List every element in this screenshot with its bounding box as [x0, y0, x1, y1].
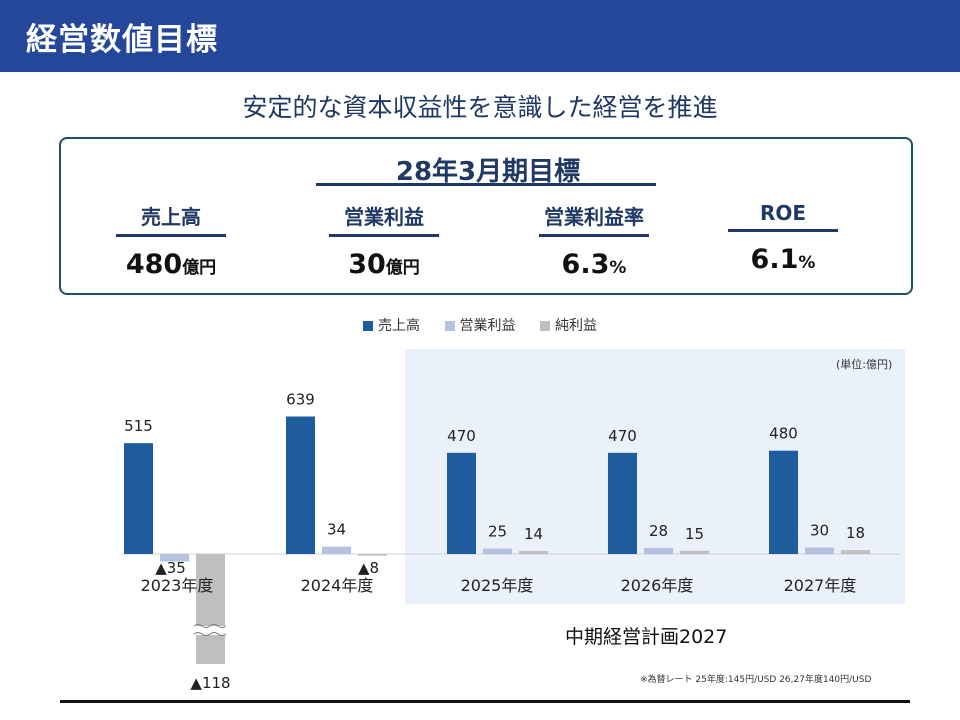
- legend-label: 営業利益: [459, 318, 516, 334]
- category-label: 2027年度: [784, 576, 857, 595]
- bar-net-profit: [196, 554, 225, 664]
- data-label: 639: [286, 390, 315, 408]
- kpi-number: 30: [348, 248, 386, 280]
- bar-operating-profit: [160, 554, 189, 562]
- kpi-value: 480億円: [61, 249, 281, 280]
- kpi-label: 売上高: [141, 205, 201, 229]
- legend-label: 売上高: [378, 318, 421, 334]
- data-label: 18: [846, 524, 865, 542]
- data-label: 34: [327, 521, 346, 539]
- kpi-label: 営業利益率: [544, 205, 644, 229]
- kpi-label: ROE: [759, 201, 807, 225]
- kpi-label: 営業利益: [344, 205, 424, 229]
- subtitle: 安定的な資本収益性を意識した経営を推進: [242, 93, 718, 122]
- bar-net-profit: [358, 554, 387, 556]
- plan-highlight-area: [405, 349, 905, 604]
- bar-sales: [769, 450, 798, 554]
- legend-swatch: [363, 321, 374, 331]
- category-label: 2025年度: [461, 576, 534, 595]
- kpi-number: 6.1: [750, 243, 799, 275]
- data-label: 30: [810, 522, 829, 540]
- bar-operating-profit: [644, 547, 673, 554]
- legend-item-net-profit: 純利益: [539, 315, 597, 335]
- header-bar: 経営数値目標: [0, 0, 960, 72]
- axis-break-gap: [195, 626, 226, 635]
- data-label: 470: [447, 427, 476, 445]
- data-label: ▲8: [358, 559, 379, 577]
- data-label: 480: [769, 425, 798, 443]
- data-label: 28: [649, 522, 668, 540]
- kpi-underline: [329, 234, 439, 237]
- kpi-operating-profit: 営業利益 30億円: [274, 201, 494, 280]
- legend-swatch: [539, 321, 550, 331]
- kpi-unit: %: [609, 257, 627, 278]
- footnote: ※為替レート 25年度:145円/USD 26,27年度140円/USD: [640, 675, 872, 685]
- unit-note: (単位:億円): [836, 358, 893, 371]
- bar-sales: [608, 452, 637, 554]
- legend-swatch: [444, 321, 455, 331]
- kpi-unit: 億円: [385, 257, 420, 278]
- bar-operating-profit: [483, 548, 512, 554]
- data-label: 515: [124, 417, 153, 435]
- chart-legend: 売上高 営業利益 純利益: [0, 315, 960, 335]
- bottom-rule: [60, 700, 910, 703]
- data-label: ▲35: [155, 559, 186, 577]
- data-label: 470: [608, 427, 637, 445]
- data-label: 15: [685, 525, 704, 543]
- kpi-underline: [116, 234, 226, 237]
- kpi-value: 30億円: [274, 249, 494, 280]
- legend-label: 純利益: [554, 318, 597, 334]
- kpi-number: 480: [125, 248, 183, 280]
- kpi-underline: [728, 229, 838, 232]
- axis-break-line: [193, 624, 227, 628]
- category-label: 2024年度: [301, 576, 374, 595]
- bar-net-profit: [841, 550, 870, 554]
- bar-operating-profit: [805, 547, 834, 554]
- kpi-operating-margin: 営業利益率 6.3%: [484, 201, 704, 280]
- target-title: 28年3月期目標: [395, 157, 581, 187]
- bar-net-profit: [519, 550, 548, 554]
- category-label: 2023年度: [141, 576, 214, 595]
- kpi-sales: 売上高 480億円: [61, 201, 281, 280]
- target-title-underline: [316, 183, 656, 186]
- data-label: 14: [524, 525, 543, 543]
- bar-operating-profit: [322, 546, 351, 554]
- data-label: 25: [488, 523, 507, 541]
- axis-break-line: [193, 632, 227, 636]
- data-label: ▲118: [190, 674, 230, 692]
- target-box: 28年3月期目標 売上高 480億円 営業利益 30億円 営業利益率 6.3% …: [59, 137, 913, 295]
- legend-item-sales: 売上高: [363, 315, 420, 335]
- kpi-underline: [539, 234, 649, 237]
- kpi-value: 6.1%: [673, 244, 893, 275]
- kpi-value: 6.3%: [484, 249, 704, 280]
- kpi-roe: ROE 6.1%: [673, 201, 893, 275]
- kpi-unit: %: [798, 252, 816, 273]
- bar-net-profit: [680, 550, 709, 554]
- bar-sales: [447, 452, 476, 554]
- kpi-number: 6.3: [561, 248, 610, 280]
- page-title: 経営数値目標: [26, 22, 218, 58]
- bar-sales: [124, 443, 153, 554]
- legend-item-operating-profit: 営業利益: [444, 315, 516, 335]
- bar-sales: [286, 416, 315, 554]
- plan-label: 中期経営計画2027: [565, 626, 728, 648]
- category-label: 2026年度: [621, 576, 694, 595]
- kpi-unit: 億円: [182, 257, 217, 278]
